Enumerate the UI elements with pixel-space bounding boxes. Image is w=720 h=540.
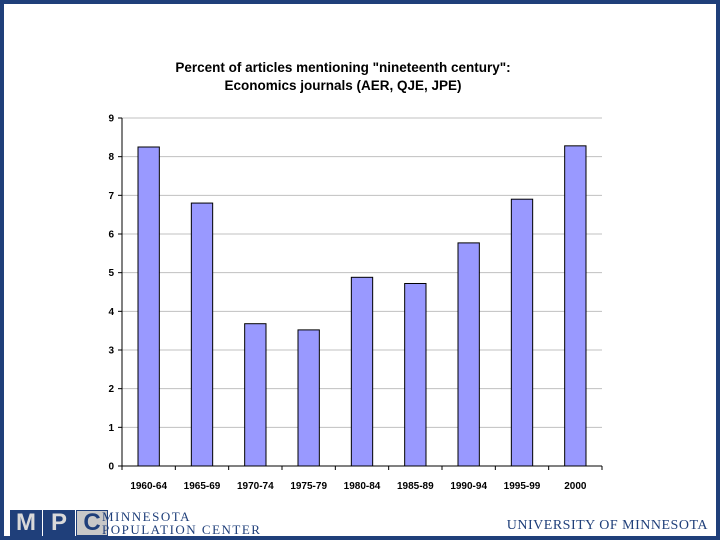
y-tick-label: 5 <box>108 268 114 279</box>
y-tick-label: 4 <box>108 307 114 318</box>
y-tick-label: 3 <box>108 346 114 357</box>
x-tick-label: 1960-64 <box>130 481 167 492</box>
x-tick-label: 1995-99 <box>504 481 541 492</box>
bar <box>297 329 320 467</box>
bar <box>564 145 587 467</box>
x-tick-label: 1985-89 <box>397 481 434 492</box>
x-tick-label: 1980-84 <box>344 481 381 492</box>
bar <box>404 282 427 467</box>
chart-title: Percent of articles mentioning "nineteen… <box>175 60 510 75</box>
bar <box>137 146 160 467</box>
y-tick-label: 2 <box>108 384 114 395</box>
bar <box>510 198 534 467</box>
x-tick-label: 1975-79 <box>290 481 327 492</box>
x-tick-label: 1965-69 <box>184 481 221 492</box>
axes <box>118 117 603 470</box>
y-tick-label: 1 <box>108 423 114 434</box>
mpc-logo: M P C <box>10 510 109 536</box>
slide: Percent of articles mentioning "nineteen… <box>4 4 716 536</box>
org-name-line2: POPULATION CENTER <box>102 522 262 537</box>
bars <box>137 145 587 467</box>
bar <box>457 242 480 467</box>
chart-subtitle: Economics journals (AER, QJE, JPE) <box>224 78 461 93</box>
y-tick-label: 6 <box>108 230 114 241</box>
org-name: MINNESOTA POPULATION CENTER <box>102 510 261 536</box>
logo-letter-p: P <box>43 510 75 536</box>
bar-chart: Percent of articles mentioning "nineteen… <box>108 60 603 492</box>
x-tick-label: 1970-74 <box>237 481 274 492</box>
x-tick-labels: 1960-64 1965-69 1970-74 1975-79 1980-84 1985-… <box>130 481 587 492</box>
bar <box>244 323 267 467</box>
footer: M P C MINNESOTA POPULATION CENTER UNIVER… <box>4 496 716 536</box>
y-tick-label: 9 <box>108 114 114 125</box>
bar <box>190 202 214 467</box>
org-name-line1: MINNESOTA <box>102 509 192 524</box>
university-name: UNIVERSITY OF MINNESOTA <box>506 518 708 533</box>
y-tick-label: 0 <box>108 462 114 473</box>
bar <box>350 276 374 467</box>
y-tick-labels: 0 1 2 3 4 5 6 7 8 9 <box>108 114 114 473</box>
x-tick-label: 1990-94 <box>450 481 487 492</box>
x-tick-label: 2000 <box>564 481 587 492</box>
y-tick-label: 7 <box>108 191 114 202</box>
y-tick-label: 8 <box>108 152 114 163</box>
logo-letter-m: M <box>10 510 42 536</box>
logo-letter-c: C <box>76 510 108 536</box>
